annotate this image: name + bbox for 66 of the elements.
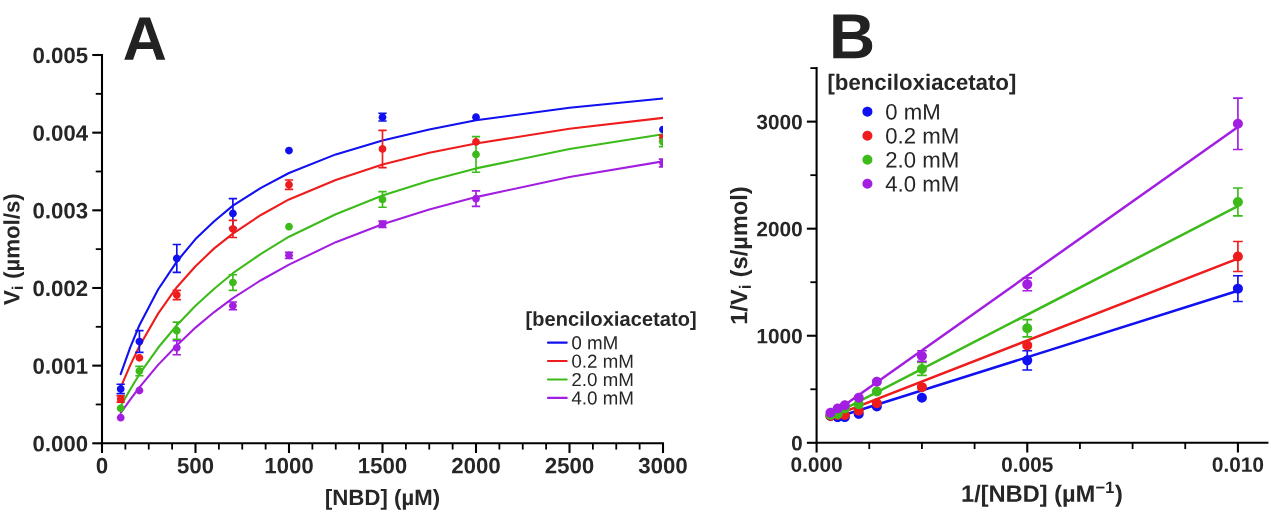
point	[1022, 355, 1033, 366]
legend-title: [benciloxiacetato]	[828, 73, 1016, 95]
x-tick-label: 0.000	[791, 457, 842, 472]
legend-label: 0.2 mM	[886, 127, 958, 144]
x-tick-label: 500	[177, 457, 214, 474]
y-tick-label: 2000	[757, 221, 802, 237]
point	[172, 254, 181, 263]
point	[285, 146, 293, 155]
point	[472, 150, 480, 159]
point	[116, 404, 125, 413]
point	[229, 278, 237, 287]
x-tick-label: 3000	[638, 457, 687, 474]
y-tick-label: 0.002	[33, 280, 88, 297]
point	[1022, 340, 1033, 351]
point	[135, 337, 144, 346]
legend-label: 2.0 mM	[572, 372, 633, 387]
y-axis-title: V$_{i}$ (µmol/s)	[3, 194, 25, 305]
y-tick-label: 0.005	[33, 47, 88, 64]
y-axis-title: 1/V$_{i}$ (s/µmol)	[730, 187, 753, 324]
point	[135, 353, 144, 362]
point	[229, 209, 237, 218]
point	[871, 376, 882, 387]
legend-label: 0.2 mM	[572, 354, 633, 368]
x-tick-label: 2500	[545, 457, 594, 474]
legend-label: 4.0 mM	[885, 176, 958, 192]
point	[229, 225, 237, 233]
y-tick-label: 3000	[756, 114, 802, 130]
point	[135, 386, 144, 395]
legend-label: 4.0 mM	[571, 391, 633, 405]
x-axis-title: [NBD] (µM)	[326, 489, 440, 510]
x-tick-label: 1000	[265, 457, 313, 474]
point	[472, 194, 480, 203]
point	[1232, 283, 1243, 294]
y-tick-label: 0	[791, 435, 802, 451]
y-tick-label: 0.004	[33, 125, 88, 141]
y-tick-label: 0.003	[33, 202, 88, 219]
legend-label: 2.0 mM	[886, 152, 958, 168]
x-tick-label: 1500	[359, 457, 407, 474]
legend-label: 0 mM	[886, 103, 939, 120]
y-tick-label: 0.000	[33, 435, 88, 452]
point	[378, 145, 387, 153]
point	[871, 386, 882, 397]
point	[1232, 196, 1243, 207]
point	[116, 413, 125, 422]
point	[285, 222, 293, 231]
y-tick-label: 1000	[757, 328, 802, 344]
x-axis-title: 1/[NBD] (µM$^{−1}$)	[962, 481, 1122, 507]
legend-label: 0 mM	[572, 336, 617, 350]
point	[1022, 323, 1033, 334]
x-tick-label: 0.010	[1212, 457, 1264, 472]
point	[916, 392, 927, 403]
point	[378, 195, 387, 204]
point	[1232, 251, 1243, 262]
x-tick-label: 2000	[452, 457, 500, 474]
point	[853, 392, 864, 403]
chart-title: B	[833, 14, 873, 59]
legend-title: [benciloxiacetato]	[526, 311, 696, 330]
y-tick-label: 0.001	[33, 358, 88, 374]
chart-title: A	[124, 17, 166, 60]
x-tick-label: 0	[96, 457, 108, 474]
x-tick-label: 0.005	[1002, 457, 1053, 472]
point	[1232, 118, 1243, 129]
point	[172, 326, 181, 335]
point	[916, 382, 927, 393]
point	[472, 138, 480, 146]
point	[172, 343, 181, 352]
